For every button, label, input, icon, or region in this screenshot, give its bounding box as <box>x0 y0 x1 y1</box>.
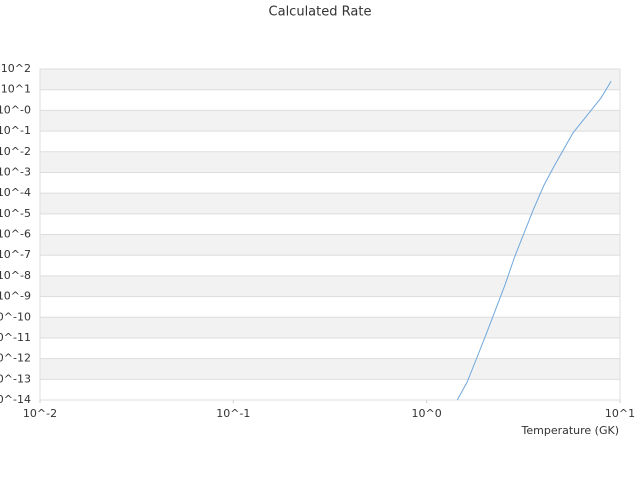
x-tick-label: 10^-1 <box>216 407 250 420</box>
y-tick-label: 10^-11 <box>0 331 31 344</box>
y-tick-label: 10^-14 <box>0 393 31 406</box>
plot-frame <box>39 68 621 401</box>
grid-band <box>40 193 620 214</box>
grid-band <box>40 234 620 256</box>
y-tick-label: 10^-10 <box>0 310 31 323</box>
y-tick-label: 10^-9 <box>0 290 31 303</box>
y-tick-label: 10^-4 <box>0 186 31 199</box>
y-tick-label: 10^-5 <box>0 207 31 220</box>
y-tick-label: 10^2 <box>1 62 31 75</box>
y-tick-label: 10^1 <box>1 83 31 96</box>
grid-band <box>40 317 620 338</box>
x-tick-label: 10^1 <box>605 407 635 420</box>
y-tick-label: 10^-13 <box>0 372 31 385</box>
grid-band <box>40 110 620 132</box>
x-tick-label: 10^0 <box>412 407 442 420</box>
y-tick-label: 10^-3 <box>0 165 31 178</box>
grid-band <box>40 275 620 297</box>
chart-title: Calculated Rate <box>269 5 372 20</box>
series-line <box>456 80 612 400</box>
y-tick-label: 10^-8 <box>0 269 31 282</box>
grid-band <box>40 151 620 173</box>
x-axis-label: Temperature (GK) <box>521 424 620 437</box>
grid-band <box>40 358 620 380</box>
y-tick-label: 10^-1 <box>0 124 31 137</box>
y-tick-label: 10^-12 <box>0 352 31 365</box>
grid-band <box>40 69 620 90</box>
y-tick-label: 10^-7 <box>0 248 31 261</box>
x-tick-label: 10^-2 <box>23 407 57 420</box>
y-tick-label: 10^-0 <box>0 103 31 116</box>
y-tick-label: 10^-6 <box>0 228 31 241</box>
y-tick-label: 10^-2 <box>0 145 31 158</box>
